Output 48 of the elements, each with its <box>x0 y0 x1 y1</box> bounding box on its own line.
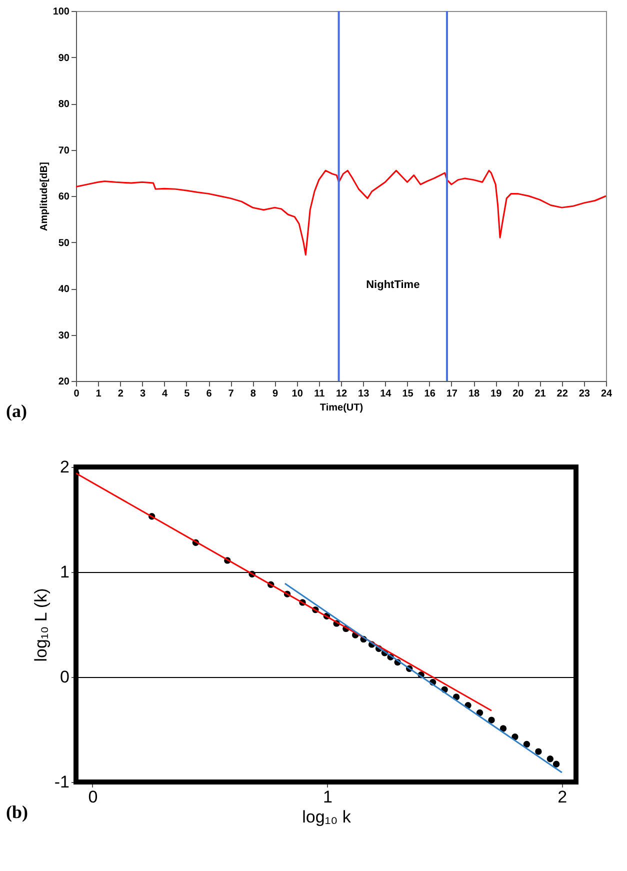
y-tick-label: 90 <box>58 52 70 64</box>
y-axis-title: Amplitude[dB] <box>38 162 50 231</box>
x-tick-label: 14 <box>380 388 392 400</box>
y-tick-label: 2 <box>60 458 70 476</box>
x-axis-title: Time(UT) <box>320 402 364 414</box>
y-axis-title: log₁₀ L (k) <box>31 588 50 662</box>
x-tick-label: 1 <box>322 788 332 806</box>
y-tick-label: 50 <box>58 238 70 249</box>
x-tick-label: 20 <box>512 388 524 400</box>
x-tick-label: 9 <box>272 388 278 400</box>
annotation: NightTime <box>366 278 420 291</box>
x-tick-label: 7 <box>228 388 234 400</box>
text: (b) <box>6 802 28 822</box>
x-tick-label: 12 <box>336 388 348 400</box>
text: (a) <box>6 401 27 421</box>
x-tick-label: 3 <box>140 388 146 400</box>
x-tick-label: 24 <box>600 388 612 400</box>
x-tick-label: 0 <box>74 388 80 400</box>
y-tick-label: 100 <box>52 6 70 18</box>
x-tick-label: 5 <box>184 388 190 400</box>
y-tick-label: 60 <box>58 192 70 202</box>
x-tick-label: 2 <box>558 788 568 806</box>
x-tick-label: 22 <box>556 388 568 400</box>
x-tick-label: 23 <box>578 388 590 400</box>
x-tick-label: 17 <box>446 388 458 400</box>
y-tick-label: 40 <box>58 284 70 295</box>
y-tick-label: 30 <box>58 330 70 342</box>
y-tick-label: 80 <box>58 99 70 110</box>
x-tick-label: 18 <box>468 388 480 400</box>
x-tick-label: 2 <box>118 388 124 400</box>
x-tick-label: 13 <box>358 388 370 400</box>
y-tick-label: 20 <box>58 376 70 388</box>
y-tick-label: 0 <box>60 668 70 686</box>
y-tick-label: -1 <box>54 772 70 792</box>
x-tick-label: 10 <box>292 388 304 400</box>
y-tick-label: 70 <box>58 145 70 156</box>
x-axis-title: log₁₀ k <box>302 808 352 826</box>
x-tick-label: 11 <box>314 388 326 400</box>
y-tick-label: 1 <box>60 562 70 582</box>
x-tick-label: 21 <box>534 388 546 400</box>
x-tick-label: 8 <box>250 388 256 400</box>
x-tick-label: 16 <box>424 388 436 400</box>
x-tick-label: 0 <box>88 788 98 806</box>
x-tick-label: 1 <box>96 388 102 400</box>
x-tick-label: 15 <box>402 388 414 400</box>
x-tick-label: 4 <box>162 388 168 400</box>
x-tick-label: 19 <box>490 388 502 400</box>
x-tick-label: 6 <box>206 388 212 400</box>
